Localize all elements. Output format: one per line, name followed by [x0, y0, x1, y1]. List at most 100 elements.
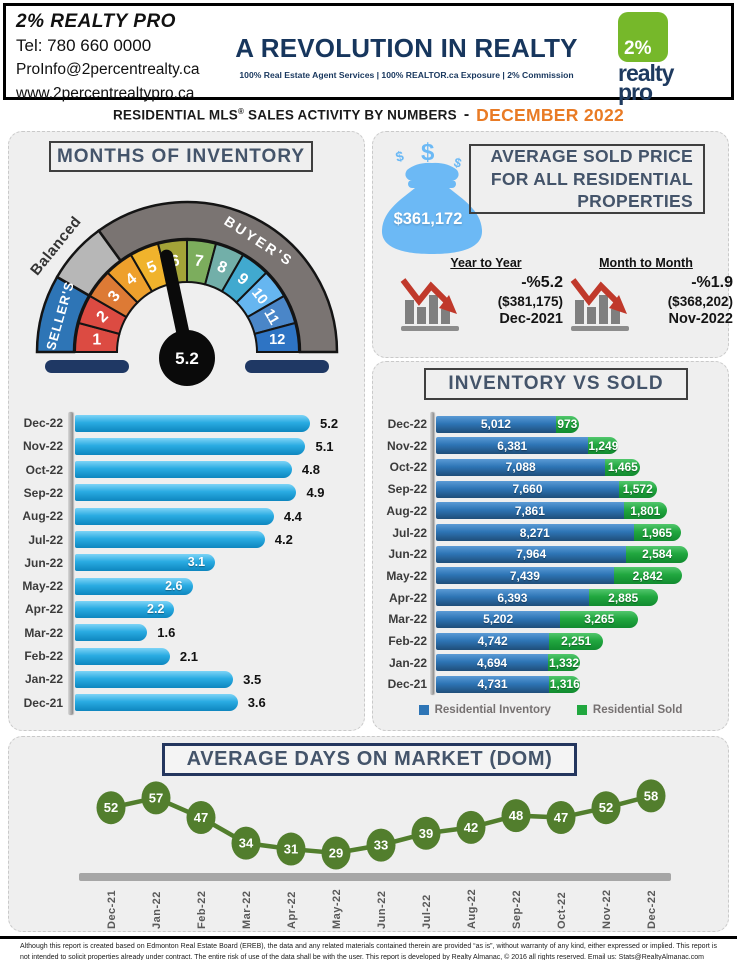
yoy-change: -%5.2 [521, 274, 563, 291]
dom-point [411, 816, 441, 850]
dom-category-label: Dec-21 [106, 890, 118, 929]
inventory-bar: 7,439 [436, 567, 614, 585]
year-to-year-label: Year to Year [450, 256, 522, 270]
inventory-months-bar [75, 414, 310, 432]
inventory-bar: 4,694 [436, 654, 549, 672]
dom-point [141, 781, 171, 815]
svg-text:$: $ [452, 154, 464, 171]
disclaimer-text: Although this report is created based on… [20, 943, 717, 960]
category-label: Nov-22 [22, 439, 63, 454]
inventory-value: 7,964 [516, 547, 547, 562]
inventory-value: 4,731 [477, 677, 508, 692]
yoy-previous-price: ($381,175) [497, 294, 563, 309]
inventory-months-bar [75, 647, 170, 665]
inventory-value: 5,012 [480, 417, 511, 431]
legend-item-sold: Residential Sold [576, 704, 682, 716]
inventory-bar: 4,731 [436, 675, 550, 693]
company-logo: 2% realty pro [618, 12, 718, 103]
bar-value: 4.8 [301, 462, 320, 478]
months-of-inventory-chart: Dec-22 5.2 Nov-22 5.1 Oct-22 4.8 Sep-22 4.9 Aug-… [9, 396, 366, 726]
inventory-months-bar [75, 670, 234, 688]
category-label: Jul-22 [392, 525, 427, 540]
category-label: Nov-22 [386, 438, 427, 453]
dom-category-label: Aug-22 [466, 889, 478, 929]
sold-bar: 1,332 [548, 654, 580, 672]
dom-value: 29 [329, 846, 343, 861]
phone-number: Tel: 780 660 0000 [16, 36, 152, 55]
category-label: May-22 [386, 568, 427, 583]
money-bag-icon: $ $ $ [381, 139, 483, 254]
slogan-block: A REVOLUTION IN REALTY 100% Real Estate … [234, 33, 579, 80]
sold-value: 1,316 [549, 677, 580, 692]
month-to-month-stat: -%1.9 ($368,202) Nov-2022 [569, 274, 733, 332]
logo-word-realty: realty [618, 60, 674, 86]
sold-value: 1,801 [630, 503, 661, 518]
category-label: Oct-22 [389, 460, 427, 475]
sold-value: 1,249 [588, 438, 619, 453]
bar-value: 3.1 [187, 555, 206, 570]
svg-text:12: 12 [269, 332, 285, 348]
inventory-vs-sold-title: INVENTORY VS SOLD [424, 368, 688, 400]
inventory-bar: 7,964 [436, 545, 627, 563]
sold-bar: 3,265 [560, 610, 639, 628]
days-on-market-title: AVERAGE DAYS ON MARKET (DOM) [162, 743, 577, 776]
category-label: Aug-22 [22, 509, 63, 524]
dom-point [546, 801, 576, 835]
category-label: Jun-22 [24, 555, 63, 570]
inventory-value: 6,393 [497, 590, 528, 605]
bar-value: 4.2 [274, 532, 293, 547]
sold-value: 2,251 [561, 634, 592, 648]
website-url: www.2percentrealtypro.ca [16, 85, 195, 102]
inventory-value: 7,088 [505, 460, 536, 475]
category-label: Aug-22 [386, 503, 427, 518]
inventory-months-bar [75, 577, 193, 595]
sold-value: 2,842 [632, 568, 663, 583]
inventory-value: 6,381 [497, 438, 528, 453]
inventory-months-bar [75, 694, 238, 712]
banner-separator: - [463, 106, 470, 123]
chart-legend: Residential Inventory Residential Sold [373, 704, 728, 716]
contact-block: 2% REALTY PRO Tel: 780 660 0000 ProInfo@… [16, 11, 199, 103]
report-banner: RESIDENTIAL MLS® SALES ACTIVITY BY NUMBE… [0, 102, 737, 128]
inventory-bar: 5,012 [436, 415, 556, 433]
category-label: Jan-22 [24, 672, 63, 687]
bar-value: 2.1 [179, 648, 198, 664]
inventory-months-bar [75, 531, 265, 548]
dom-category-label: Mar-22 [241, 891, 253, 929]
dom-point [186, 801, 216, 835]
bar-value: 4.4 [283, 508, 302, 524]
dom-category-label: Sep-22 [511, 890, 523, 929]
inventory-bar: 5,202 [436, 610, 561, 628]
svg-text:6: 6 [170, 252, 181, 270]
category-label: Sep-22 [23, 485, 63, 500]
bar-value: 5.2 [320, 415, 339, 431]
gauge-value: 5.2 [175, 349, 199, 368]
sold-bar: 2,885 [588, 589, 658, 607]
banner-title: RESIDENTIAL MLS® SALES ACTIVITY BY NUMBE… [112, 107, 457, 123]
inventory-value: 7,861 [514, 503, 545, 518]
dom-value: 52 [599, 800, 613, 815]
dom-value: 47 [194, 810, 208, 825]
inventory-months-bar [75, 437, 306, 455]
yoy-period: Dec-2021 [499, 311, 563, 327]
sold-bar: 1,801 [623, 502, 667, 520]
month-to-month-label: Month to Month [599, 256, 693, 270]
category-label: Dec-22 [23, 416, 63, 430]
category-label: Mar-22 [24, 625, 63, 640]
dom-point [96, 791, 126, 825]
svg-text:1: 1 [92, 331, 101, 348]
inventory-swatch-icon [418, 705, 429, 715]
svg-text:$: $ [421, 139, 435, 166]
sold-value: 973 [557, 417, 578, 431]
inventory-vs-sold-panel: INVENTORY VS SOLD Dec-22 5,012 973 Nov-22 6,… [372, 361, 729, 731]
sold-bar: 2,251 [549, 632, 604, 650]
category-label: Apr-22 [388, 590, 427, 605]
inventory-value: 5,202 [483, 612, 514, 627]
inventory-bar: 7,088 [436, 458, 606, 476]
category-label: Dec-21 [387, 677, 427, 692]
company-name: 2% REALTY PRO [16, 11, 176, 32]
disclaimer-footer: Although this report is created based on… [0, 936, 737, 960]
sold-value: 1,572 [622, 482, 653, 497]
bar-value: 3.5 [243, 671, 262, 687]
